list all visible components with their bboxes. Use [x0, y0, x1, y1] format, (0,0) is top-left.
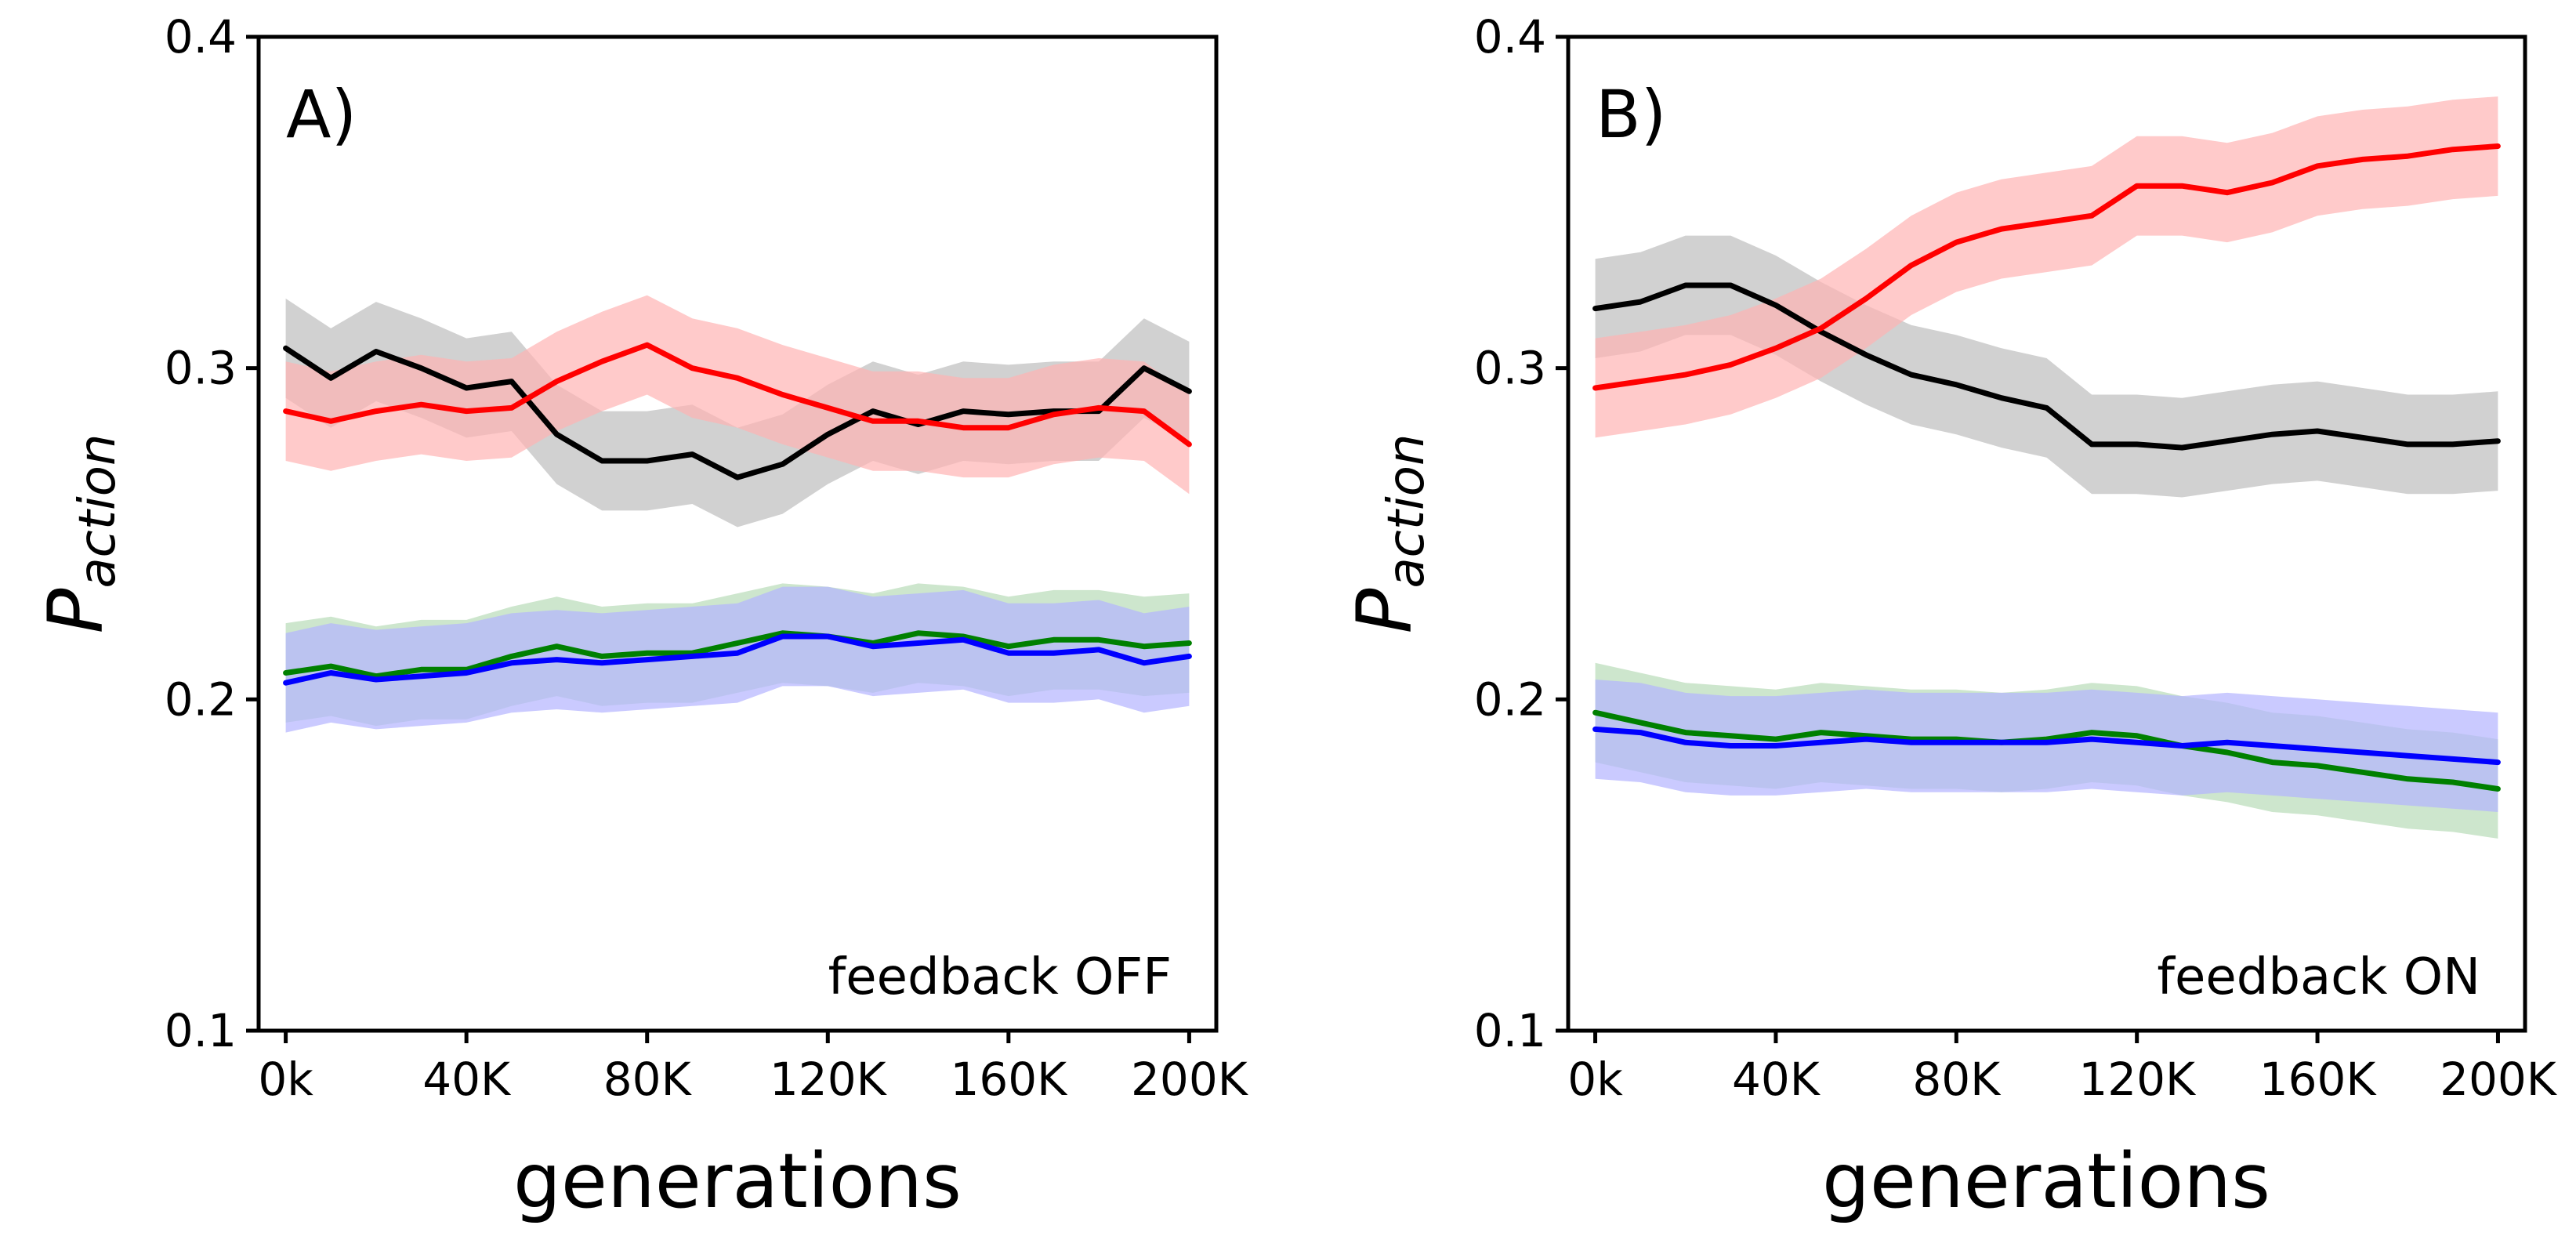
panel-a-ytick-label-1: 0.2 [165, 672, 237, 726]
panel-b-ylabel-main: P [1341, 588, 1429, 633]
panel-b-xtick-label-2: 80K [1912, 1053, 2002, 1106]
panel-a-lines [283, 342, 1192, 686]
panel-a-series-line-1 [283, 342, 1192, 448]
panel-a-xtick-label-3: 120K [770, 1053, 888, 1106]
panel-a-xtick-label-2: 80K [603, 1053, 693, 1106]
panel-b-axes-frame [1566, 34, 2527, 1033]
panel-b: 0k 40K 80K 120K 160K 200K 0.1 0.2 0.3 0.4 B) feed… [1341, 10, 2558, 1225]
panel-a-xlabel: generations [513, 1137, 962, 1225]
panel-b-xtick-label-5: 200K [2440, 1053, 2558, 1106]
panel-b-series-line-2 [1592, 709, 2501, 792]
panel-a-band-1 [285, 295, 1190, 495]
panel-a-ytick-label-3: 0.4 [165, 10, 237, 63]
panel-a-series-line-3 [283, 633, 1192, 686]
panel-a-xtick-label-1: 40K [422, 1053, 512, 1106]
panel-a-series-line-0 [283, 345, 1192, 480]
panel-b-xlabel: generations [1822, 1137, 2270, 1225]
panel-b-xtick-label-1: 40K [1732, 1053, 1821, 1106]
panel-b-ylabel-sub: action [1378, 434, 1436, 589]
panel-a-bands [285, 295, 1190, 733]
panel-b-label: B) [1596, 76, 1666, 153]
panel-a-label: A) [286, 76, 357, 153]
panel-a-xtick-label-4: 160K [950, 1053, 1068, 1106]
panel-b-xtick-label-4: 160K [2259, 1053, 2378, 1106]
panel-b-ytick-label-3: 0.4 [1474, 10, 1546, 63]
panel-b-series-line-3 [1592, 726, 2501, 766]
panel-b-ytick-label-1: 0.2 [1474, 672, 1546, 726]
panel-b-series-line-0 [1592, 282, 2501, 451]
panel-b-lines [1592, 143, 2501, 792]
panel-a-xtick-label-5: 200K [1131, 1053, 1249, 1106]
panel-a-ticks: 0k 40K 80K 120K 160K 200K 0.1 0.2 0.3 0.4 [165, 10, 1249, 1106]
panel-b-band-3 [1595, 680, 2498, 812]
panel-b-ytick-label-0: 0.1 [1474, 1004, 1546, 1057]
panel-b-bands [1595, 96, 2498, 839]
panel-a-xtick-label-0: 0k [258, 1053, 313, 1106]
panel-a-band-3 [285, 586, 1190, 733]
panel-b-ylabel: Paction [1341, 434, 1436, 634]
panel-a-ytick-label-2: 0.3 [165, 342, 237, 395]
panel-a: 0k 40K 80K 120K 160K 200K 0.1 0.2 0.3 0.4 A) feed… [32, 10, 1249, 1225]
panel-b-xtick-label-0: 0k [1567, 1053, 1623, 1106]
panel-a-series-line-2 [283, 630, 1192, 680]
panel-a-band-0 [285, 298, 1190, 527]
panel-a-ylabel-main: P [32, 588, 120, 633]
panel-a-annotation: feedback OFF [828, 948, 1172, 1006]
panel-b-xtick-label-3: 120K [2078, 1053, 2197, 1106]
panel-b-ytick-label-2: 0.3 [1474, 342, 1546, 395]
panel-b-series-line-1 [1592, 143, 2501, 391]
panel-a-ytick-label-0: 0.1 [165, 1004, 237, 1057]
panel-a-ylabel-sub: action [69, 434, 127, 589]
panel-a-ylabel: Paction [32, 434, 127, 634]
panel-b-ticks: 0k 40K 80K 120K 160K 200K 0.1 0.2 0.3 0.4 [1474, 10, 2558, 1106]
panel-a-axes-frame [256, 34, 1219, 1033]
panel-b-annotation: feedback ON [2157, 948, 2480, 1006]
